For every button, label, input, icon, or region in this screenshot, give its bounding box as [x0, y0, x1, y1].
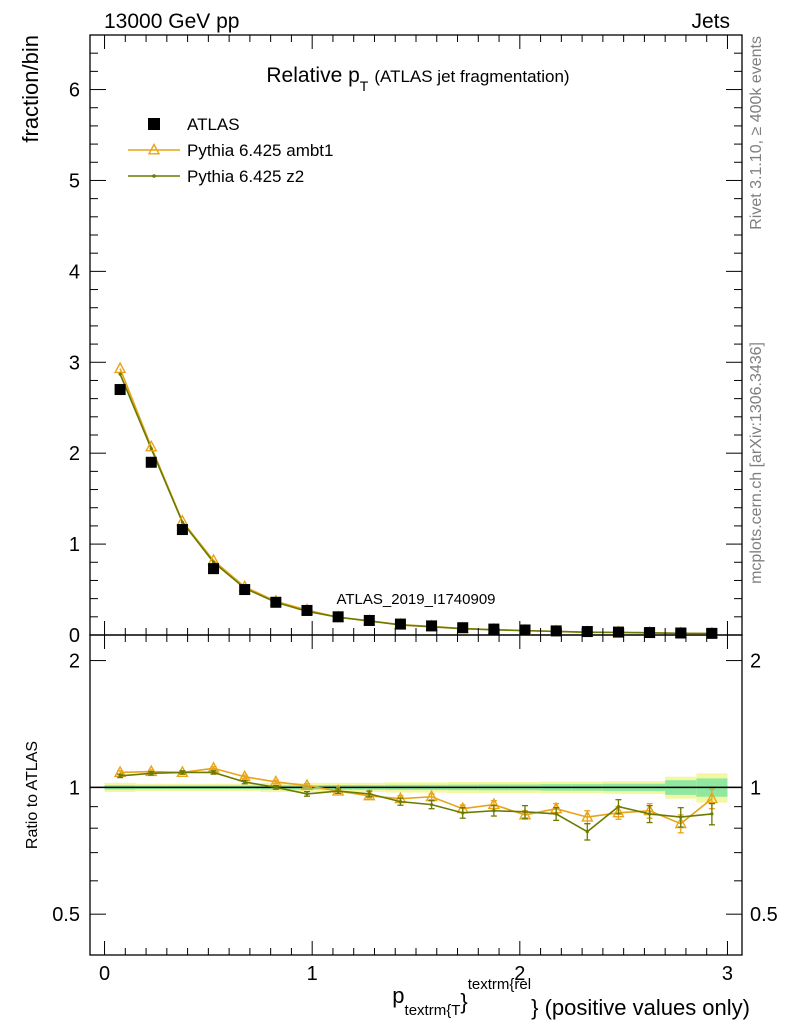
atlas-main-point: [208, 563, 220, 575]
header-right: Jets: [691, 10, 730, 33]
z2-main-point: [149, 447, 153, 451]
ambt1-ratio-point: [331, 784, 345, 796]
atlas-main-point: [581, 626, 593, 638]
x-tick-label: 1: [307, 963, 318, 985]
z2-main-point: [180, 520, 185, 524]
z2-ratio-point: [243, 780, 247, 784]
header-left: 13000 GeV pp: [104, 10, 239, 33]
ambt1-ratio-point: [612, 805, 625, 818]
z2-main-point: [211, 560, 216, 564]
ratio-uncertainty-band: [90, 773, 742, 803]
x-tick-label: 3: [722, 963, 733, 985]
ratio-plot-frame: [89, 634, 743, 956]
legend-ambt1-marker: [147, 143, 161, 155]
ambt1-ratio-point: [581, 810, 594, 822]
z2-main-point: [118, 372, 122, 376]
ratio-y-tick-label-left: 2: [69, 651, 80, 673]
atlas-main-point: [550, 625, 562, 637]
atlas-main-point: [457, 622, 469, 634]
z2-ratio-point: [616, 805, 621, 809]
atlas-main-point: [488, 623, 500, 635]
y-tick-label: 0: [69, 625, 80, 647]
chart-title: Relative pT (ATLAS jet fragmentation): [266, 64, 569, 94]
z2-ratio-point: [710, 812, 714, 816]
z2-ratio-point: [118, 774, 122, 778]
atlas-main-point: [426, 620, 438, 632]
atlas-main-point: [394, 618, 406, 630]
legend-label: ATLAS: [187, 115, 240, 134]
atlas-main-point: [176, 524, 188, 536]
ratio-y-tick-label-left: 1: [69, 777, 80, 799]
z2-ratio-point: [585, 830, 589, 834]
atlas-main-point: [612, 626, 624, 638]
ambt1-main-point: [145, 439, 158, 452]
z2-ratio-point: [554, 812, 558, 816]
y-tick-label: 5: [69, 170, 80, 192]
x-tick-label: 0: [99, 963, 110, 985]
y-tick-label: 3: [69, 352, 80, 374]
ratio-y-axis-label: Ratio to ATLAS: [24, 741, 41, 849]
legend-label: Pythia 6.425 ambt1: [187, 141, 333, 160]
atlas-main-point: [301, 604, 313, 616]
ratio-y-tick-label-right: 1: [750, 777, 761, 799]
atlas-main-point: [114, 384, 126, 396]
z2-ratio-point: [274, 785, 278, 789]
z2-ratio-point: [305, 792, 309, 796]
z2-ratio-point: [429, 803, 434, 807]
z2-ratio-line: [120, 771, 712, 833]
legend-z2-marker: [152, 174, 156, 178]
atlas-main-point: [644, 627, 656, 639]
atlas-main-point: [519, 624, 531, 636]
side-text-bottom: mcplots.cern.ch [arXiv:1306.3436]: [748, 342, 765, 584]
legend-atlas-marker: [148, 118, 160, 130]
atlas-main-point: [145, 456, 157, 468]
z2-ratio-point: [336, 789, 340, 793]
ambt1-ratio-point: [705, 791, 719, 804]
z2-ratio-point: [523, 810, 527, 814]
z2-ratio-point: [211, 770, 216, 775]
z2-ratio-point: [679, 815, 683, 819]
ratio-y-tick-label-right: 0.5: [750, 904, 778, 926]
y-tick-label: 4: [69, 261, 80, 283]
ratio-y-tick-label-left: 0.5: [52, 904, 80, 926]
z2-ratio-point: [398, 800, 403, 804]
z2-ratio-point: [461, 811, 465, 815]
atlas-main-point: [239, 584, 251, 596]
side-text-top: Rivet 3.1.10, ≥ 400k events: [748, 36, 765, 230]
y-tick-label: 1: [69, 534, 80, 556]
x-tick-label: 2: [514, 963, 525, 985]
atlas-main-point: [270, 596, 282, 608]
watermark: ATLAS_2019_I1740909: [336, 591, 495, 608]
z2-ratio-point: [180, 770, 185, 775]
ambt1-main-point: [113, 361, 127, 374]
z2-ratio-point: [492, 809, 496, 813]
data-series: [113, 143, 719, 841]
ambt1-ratio-line: [120, 767, 713, 825]
y-tick-label: 6: [69, 80, 80, 102]
legend-label: Pythia 6.425 z2: [187, 167, 304, 186]
atlas-main-point: [363, 614, 375, 626]
z2-ratio-point: [149, 771, 153, 775]
z2-ratio-point: [367, 792, 371, 796]
atlas-main-point: [706, 627, 718, 639]
y-axis-label: fraction/bin: [18, 35, 43, 143]
legend: ATLAS Pythia 6.425 ambt1 Pythia 6.425 z2: [128, 115, 333, 186]
atlas-main-point: [332, 611, 344, 623]
ambt1-ratio-point: [176, 765, 189, 777]
ratio-y-tick-label-right: 2: [750, 651, 761, 673]
x-axis-label: ptextrm{T}textrm{rel} (positive values o…: [392, 976, 750, 1020]
atlas-main-point: [675, 627, 687, 639]
ambt1-ratio-point: [300, 778, 314, 791]
axis-ticks: 0 1 2 3 0 1 2 3 4 5 6 0.5 0.5 1 1 2 2: [52, 34, 778, 985]
z2-ratio-point: [647, 812, 652, 816]
y-tick-label: 2: [69, 443, 80, 465]
